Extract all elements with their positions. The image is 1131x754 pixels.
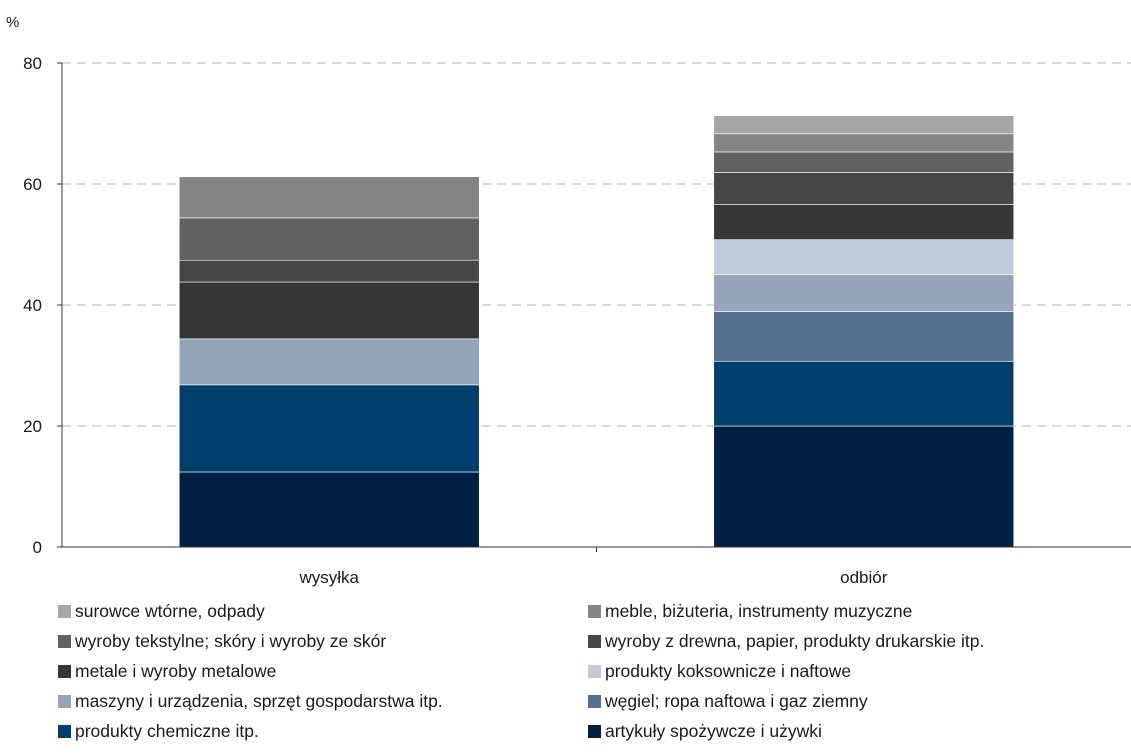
bar-segment bbox=[178, 281, 480, 340]
bar-segment bbox=[713, 133, 1015, 153]
legend-swatch bbox=[58, 724, 71, 738]
bar-segment bbox=[713, 425, 1015, 548]
y-tick-label: 0 bbox=[33, 538, 42, 557]
legend-label: surowce wtórne, odpady bbox=[75, 600, 265, 621]
legend-swatch bbox=[588, 604, 601, 618]
bar-segment bbox=[713, 115, 1015, 135]
bar-segment bbox=[713, 311, 1015, 362]
legend-swatch bbox=[58, 604, 71, 618]
legend-label: metale i wyroby metalowe bbox=[75, 660, 277, 681]
legend-item: maszyny i urządzenia, sprzęt gospodarstw… bbox=[58, 688, 588, 714]
bar-segment bbox=[178, 384, 480, 473]
legend-swatch bbox=[588, 634, 601, 648]
legend-swatch bbox=[588, 664, 601, 678]
legend-swatch bbox=[58, 634, 71, 648]
y-tick-label: 80 bbox=[23, 54, 42, 73]
legend-item: wyroby tekstylne; skóry i wyroby ze skór bbox=[58, 628, 588, 654]
x-category-label: odbiór bbox=[840, 568, 888, 587]
legend-item: artykuły spożywcze i używki bbox=[588, 718, 1128, 744]
bar-segment bbox=[178, 217, 480, 261]
legend-label: produkty chemiczne itp. bbox=[75, 720, 259, 741]
bar-segment bbox=[713, 360, 1015, 427]
legend: surowce wtórne, odpady meble, biżuteria, … bbox=[58, 598, 1128, 744]
legend-item: wyroby z drewna, papier, produkty drukar… bbox=[588, 628, 1128, 654]
axes: 0 20 40 60 80 wysyłka odbiór bbox=[23, 54, 1131, 587]
legend-swatch bbox=[588, 694, 601, 708]
legend-label: wyroby tekstylne; skóry i wyroby ze skór bbox=[75, 630, 387, 651]
legend-swatch bbox=[58, 664, 71, 678]
legend-label: meble, biżuteria, instrumenty muzyczne bbox=[605, 600, 913, 621]
bars bbox=[178, 115, 1015, 548]
legend-label: węgiel; ropa naftowa i gaz ziemny bbox=[605, 690, 868, 711]
bar-segment bbox=[178, 176, 480, 219]
y-axis-unit-label: % bbox=[6, 14, 19, 31]
legend-label: produkty koksownicze i naftowe bbox=[605, 660, 852, 681]
legend-item: węgiel; ropa naftowa i gaz ziemny bbox=[588, 688, 1128, 714]
bar-segment bbox=[713, 239, 1015, 276]
bar-segment bbox=[178, 471, 480, 548]
legend-item: meble, biżuteria, instrumenty muzyczne bbox=[588, 598, 1128, 624]
y-tick-label: 40 bbox=[23, 296, 42, 315]
bar-segment bbox=[713, 274, 1015, 312]
legend-label: artykuły spożywcze i używki bbox=[605, 720, 822, 741]
bar-segment bbox=[713, 204, 1015, 240]
legend-label: wyroby z drewna, papier, produkty drukar… bbox=[605, 630, 985, 651]
bar-segment bbox=[713, 172, 1015, 205]
legend-item: produkty koksownicze i naftowe bbox=[588, 658, 1128, 684]
bar-segment bbox=[713, 151, 1015, 173]
y-tick-label: 60 bbox=[23, 175, 42, 194]
legend-item: produkty chemiczne itp. bbox=[58, 718, 588, 744]
x-category-label: wysyłka bbox=[298, 568, 359, 587]
legend-item: surowce wtórne, odpady bbox=[58, 598, 588, 624]
bar-segment bbox=[178, 338, 480, 386]
legend-swatch bbox=[588, 724, 601, 738]
legend-swatch bbox=[58, 694, 71, 708]
legend-item: metale i wyroby metalowe bbox=[58, 658, 588, 684]
y-tick-label: 20 bbox=[23, 417, 42, 436]
legend-label: maszyny i urządzenia, sprzęt gospodarstw… bbox=[75, 690, 443, 711]
bar-segment bbox=[178, 259, 480, 283]
